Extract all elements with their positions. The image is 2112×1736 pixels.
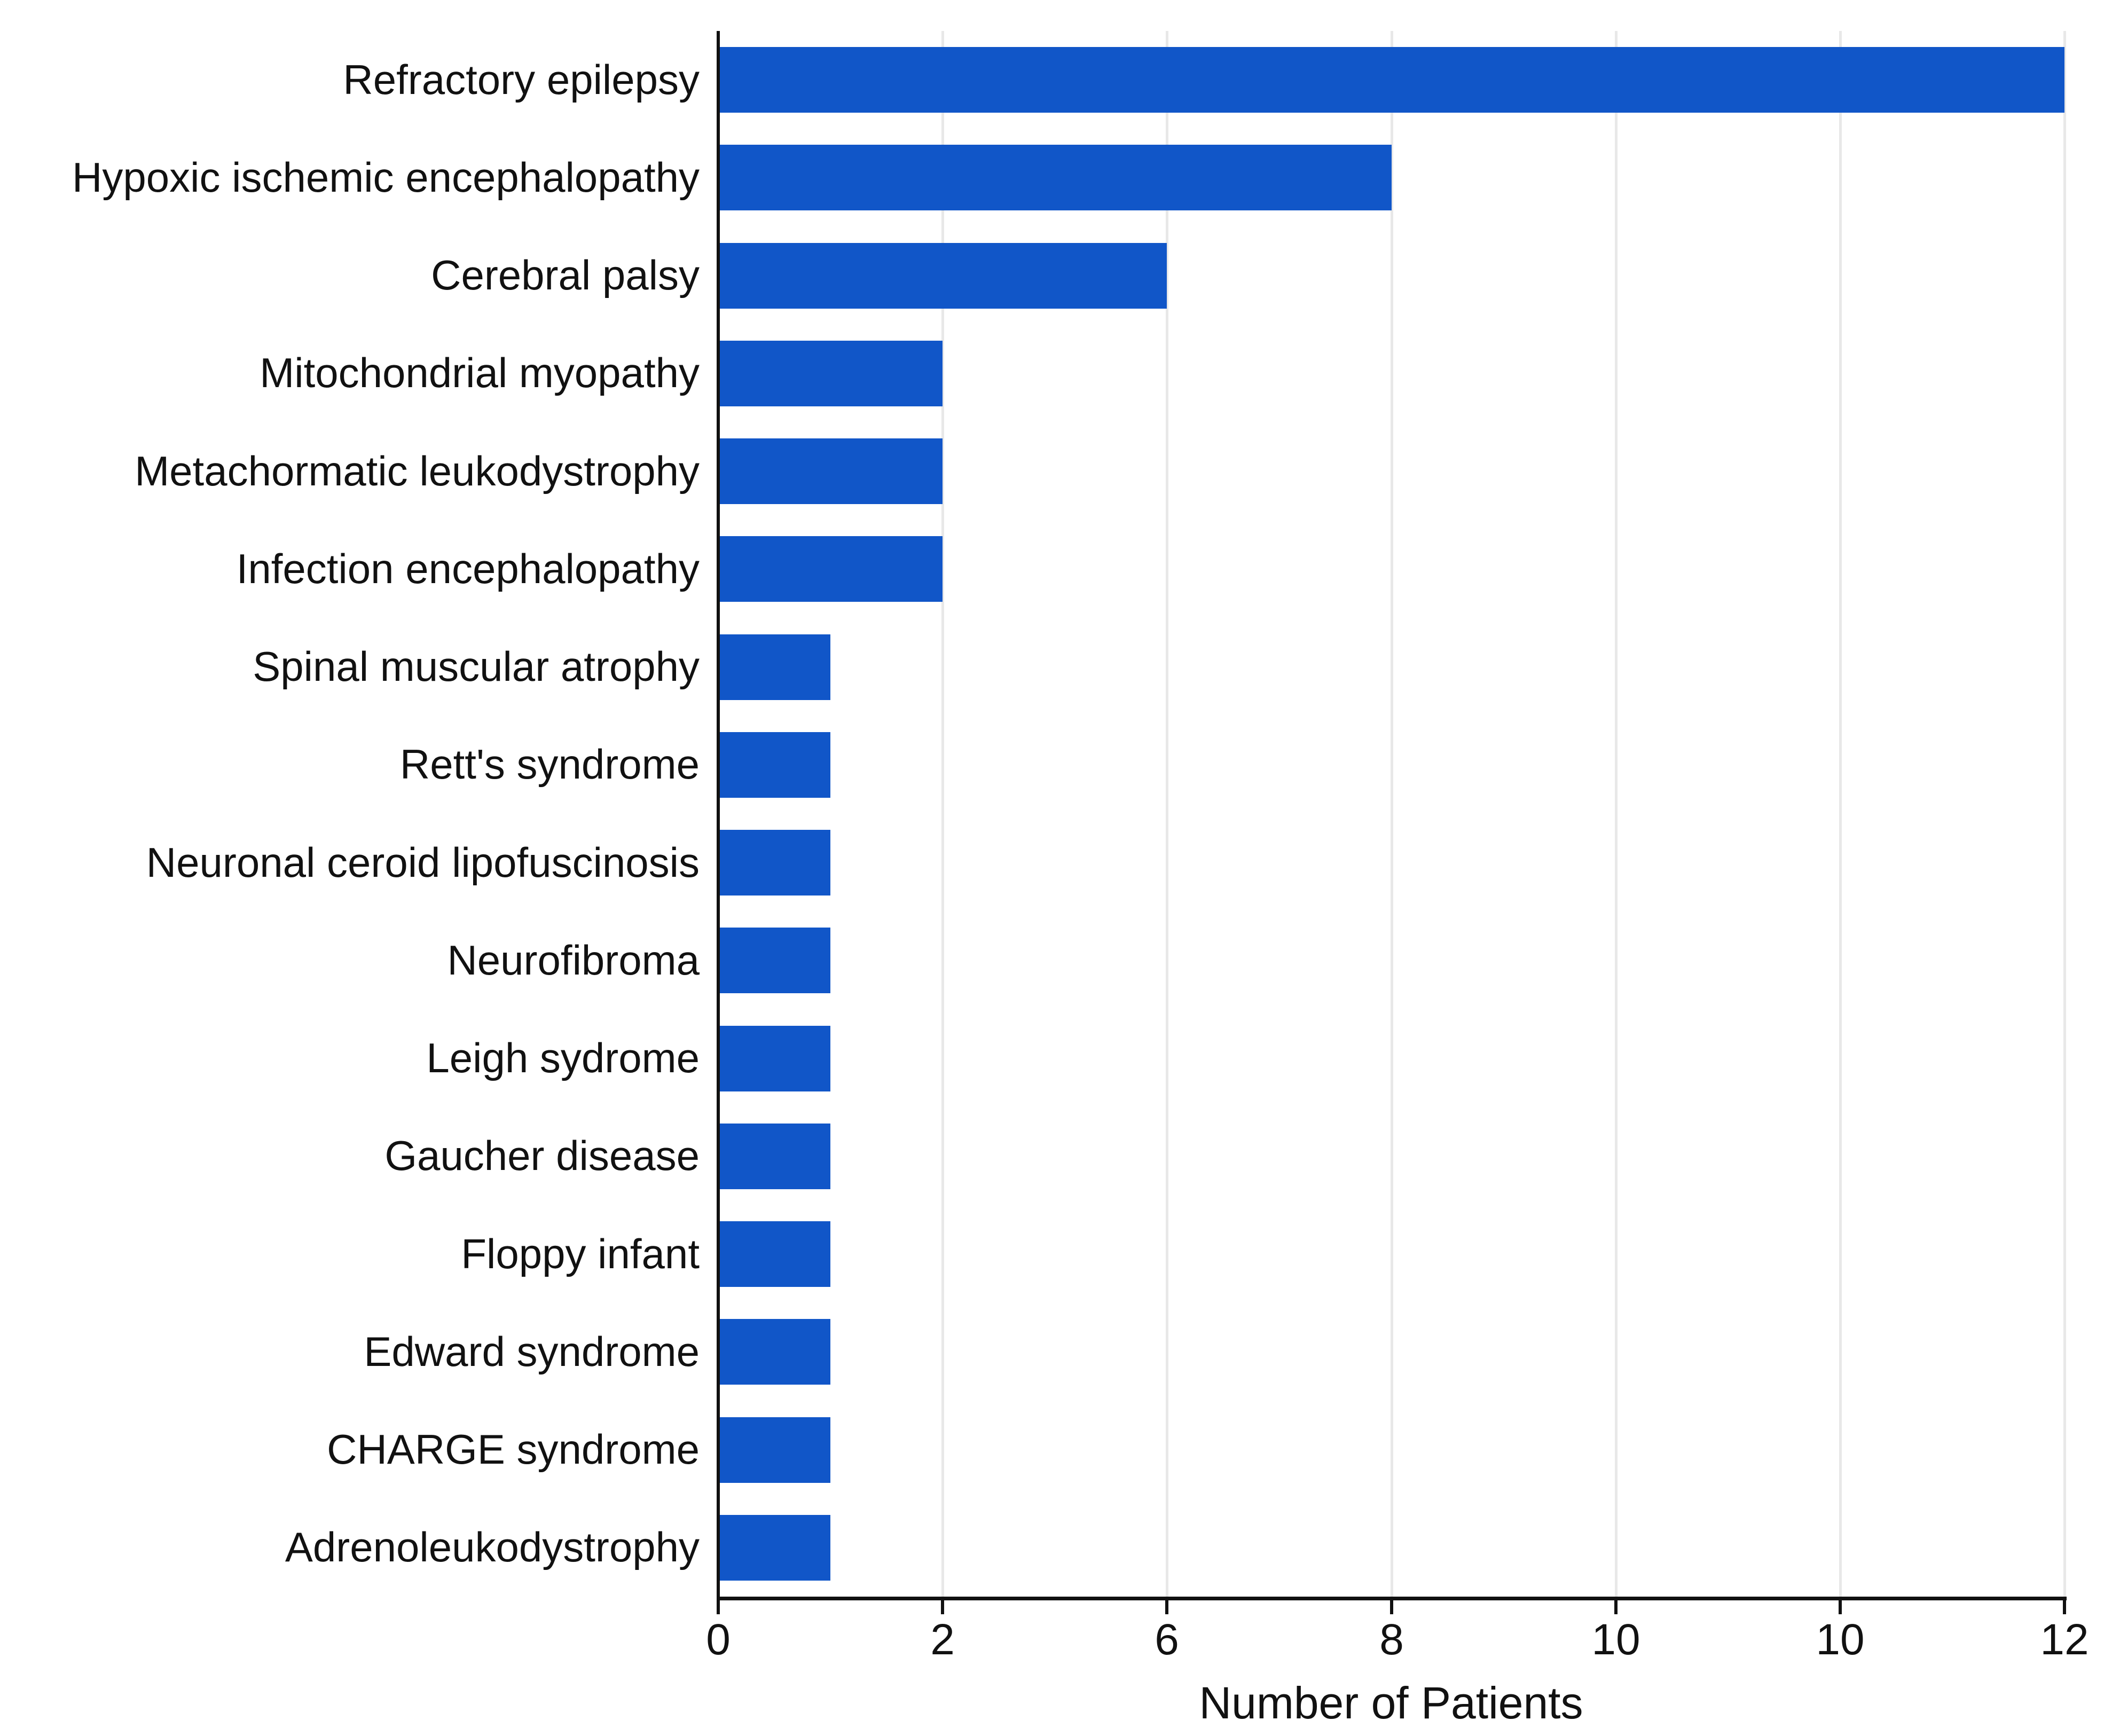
bar	[718, 145, 1392, 210]
bar	[718, 438, 943, 504]
tick-label: 2	[930, 1615, 955, 1664]
tick-label: 10	[1816, 1615, 1865, 1664]
plot-area	[718, 31, 2066, 1597]
category-label: Adrenoleukodystrophy	[285, 1523, 700, 1571]
category-label: Refractory epilepsy	[343, 56, 700, 104]
bar	[718, 1026, 830, 1091]
category-label: CHARGE syndrome	[327, 1426, 700, 1473]
x-axis-spine	[717, 1597, 2067, 1600]
category-label: Neuronal ceroid lipofuscinosis	[146, 839, 700, 886]
tick-mark	[1614, 1600, 1618, 1614]
category-label: Hypoxic ischemic encephalopathy	[72, 154, 700, 201]
tick-label: 10	[1591, 1615, 1640, 1664]
bar	[718, 1319, 830, 1385]
gridline	[1390, 31, 1393, 1597]
bar	[718, 830, 830, 896]
tick-label: 12	[2040, 1615, 2089, 1664]
category-label: Edward syndrome	[364, 1328, 700, 1376]
bar	[718, 634, 830, 700]
bar	[718, 341, 943, 406]
bar	[718, 243, 1167, 309]
category-label: Leigh sydrome	[426, 1034, 700, 1082]
category-label: Cerebral palsy	[431, 252, 700, 299]
bar	[718, 1417, 830, 1483]
tick-label: 0	[706, 1615, 731, 1664]
bar	[718, 47, 2064, 113]
tick-mark	[2063, 1600, 2066, 1614]
category-label: Rett's syndrome	[399, 741, 700, 788]
y-axis-spine	[717, 31, 720, 1600]
tick-mark	[717, 1600, 720, 1614]
category-label: Infection encephalopathy	[236, 545, 700, 593]
gridline	[1166, 31, 1169, 1597]
tick-mark	[1165, 1600, 1168, 1614]
gridline	[1614, 31, 1618, 1597]
category-label: Metachormatic leukodystrophy	[135, 447, 700, 495]
bar	[718, 1515, 830, 1581]
bar	[718, 1221, 830, 1287]
category-label: Mitochondrial myopathy	[260, 349, 700, 397]
category-label: Gaucher disease	[384, 1132, 700, 1180]
bar	[718, 1124, 830, 1189]
gridline	[1839, 31, 1842, 1597]
tick-mark	[1839, 1600, 1842, 1614]
x-axis-title: Number of Patients	[1199, 1678, 1583, 1728]
bar	[718, 732, 830, 798]
category-label: Floppy infant	[461, 1230, 700, 1278]
bar	[718, 536, 943, 602]
tick-mark	[1390, 1600, 1393, 1614]
category-label: Neurofibroma	[447, 937, 700, 984]
gridline	[2063, 31, 2066, 1597]
category-label: Spinal muscular atrophy	[253, 643, 700, 690]
tick-mark	[941, 1600, 944, 1614]
tick-label: 8	[1379, 1615, 1404, 1664]
bar	[718, 928, 830, 993]
gridline	[941, 31, 945, 1597]
tick-label: 6	[1155, 1615, 1179, 1664]
